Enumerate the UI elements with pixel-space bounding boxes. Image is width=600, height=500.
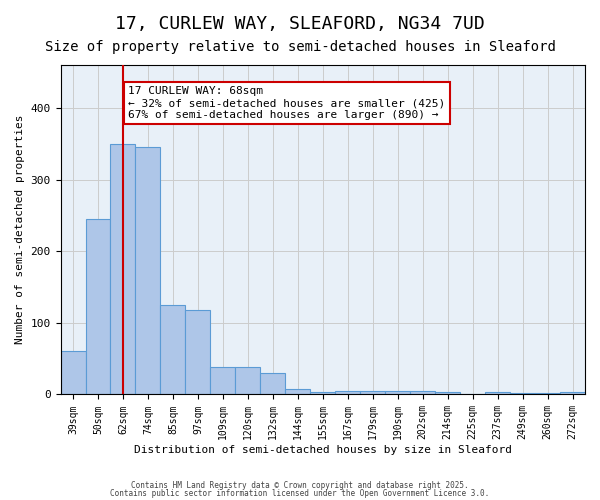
Bar <box>385 391 410 394</box>
Text: Contains HM Land Registry data © Crown copyright and database right 2025.: Contains HM Land Registry data © Crown c… <box>131 481 469 490</box>
Y-axis label: Number of semi-detached properties: Number of semi-detached properties <box>15 115 25 344</box>
Bar <box>211 368 235 394</box>
Bar <box>185 310 211 394</box>
Bar <box>310 392 335 394</box>
Bar <box>535 393 560 394</box>
Bar <box>510 393 535 394</box>
Bar <box>485 392 510 394</box>
Bar <box>410 391 435 394</box>
Bar <box>61 352 86 395</box>
Bar <box>286 388 310 394</box>
Text: 17, CURLEW WAY, SLEAFORD, NG34 7UD: 17, CURLEW WAY, SLEAFORD, NG34 7UD <box>115 15 485 33</box>
Bar <box>435 392 460 394</box>
Bar <box>110 144 136 395</box>
Bar <box>160 305 185 394</box>
X-axis label: Distribution of semi-detached houses by size in Sleaford: Distribution of semi-detached houses by … <box>134 445 512 455</box>
Bar <box>235 368 260 394</box>
Bar <box>136 148 160 394</box>
Text: Contains public sector information licensed under the Open Government Licence 3.: Contains public sector information licen… <box>110 488 490 498</box>
Bar <box>360 391 385 394</box>
Text: 17 CURLEW WAY: 68sqm
← 32% of semi-detached houses are smaller (425)
67% of semi: 17 CURLEW WAY: 68sqm ← 32% of semi-detac… <box>128 86 445 120</box>
Bar <box>560 392 585 394</box>
Bar <box>260 373 286 394</box>
Bar <box>335 391 360 394</box>
Text: Size of property relative to semi-detached houses in Sleaford: Size of property relative to semi-detach… <box>44 40 556 54</box>
Bar <box>86 219 110 394</box>
